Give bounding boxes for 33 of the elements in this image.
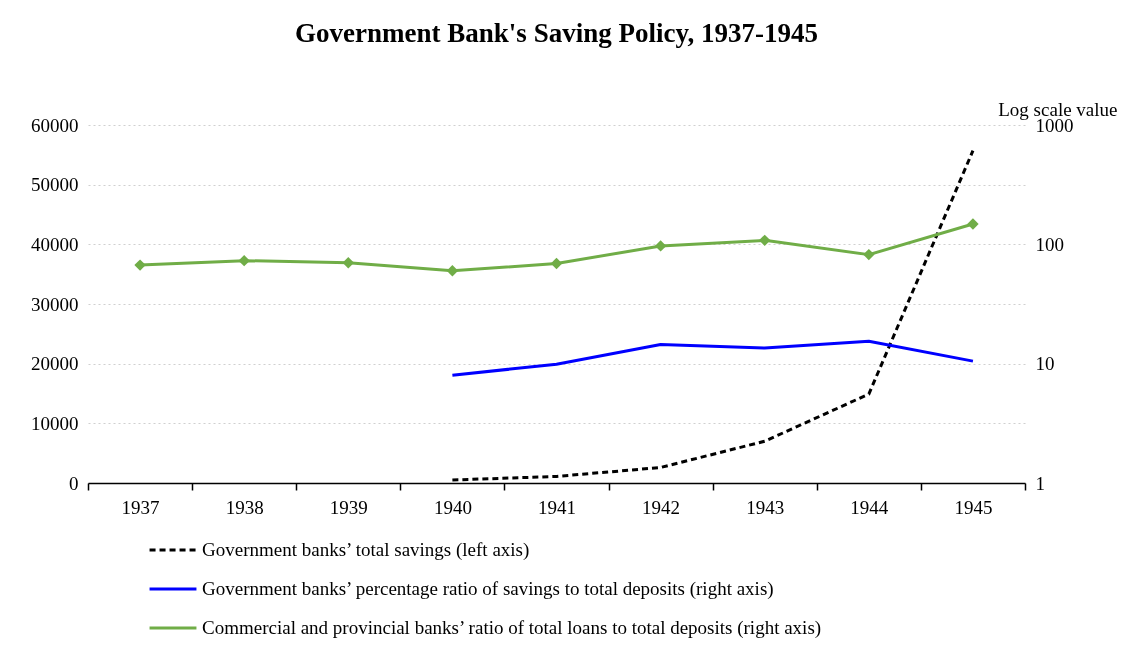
x-tick-label: 1945 [954, 496, 993, 518]
legend-label: Commercial and provincial banks’ ratio of total loans to total deposits (right axis) [202, 617, 822, 639]
point [342, 257, 354, 269]
y2-axis-title: Log scale value [998, 98, 1118, 120]
x-tick-label: 1938 [225, 496, 264, 518]
x-tick-label: 1939 [329, 496, 368, 518]
line-series [450, 339, 975, 377]
point [446, 265, 459, 277]
chart-title: Government Bank's Saving Policy, 1937-1945 [295, 18, 818, 48]
point [967, 218, 979, 230]
point [759, 234, 771, 247]
y-tick-label: 60000 [31, 114, 79, 136]
point [134, 259, 146, 271]
x-tick-label: 1941 [538, 496, 576, 518]
x-tick-label: 1940 [433, 496, 472, 518]
point [863, 248, 875, 261]
y-tick-label: 10000 [31, 412, 79, 434]
x-tick-label: 1937 [121, 496, 160, 518]
y-tick-label: 20000 [31, 353, 79, 375]
point [550, 257, 563, 270]
point [238, 254, 250, 267]
y2-tick-label: 100 [1035, 233, 1064, 255]
legend-label: Government banks’ total savings (left axis) [202, 539, 530, 561]
y2-tick-label: 1 [1035, 472, 1045, 494]
y-tick-label: 40000 [31, 233, 79, 255]
y-tick-label: 0 [69, 472, 79, 494]
y2-tick-label: 10 [1035, 353, 1055, 375]
y-tick-label: 50000 [31, 174, 79, 196]
x-tick-label: 1944 [850, 496, 889, 518]
legend-label: Government banks’ percentage ratio of savings to total deposits (right axis) [202, 578, 774, 600]
x-tick-label: 1943 [746, 496, 785, 518]
x-tick-label: 1942 [642, 496, 681, 518]
y-tick-label: 30000 [31, 293, 79, 315]
